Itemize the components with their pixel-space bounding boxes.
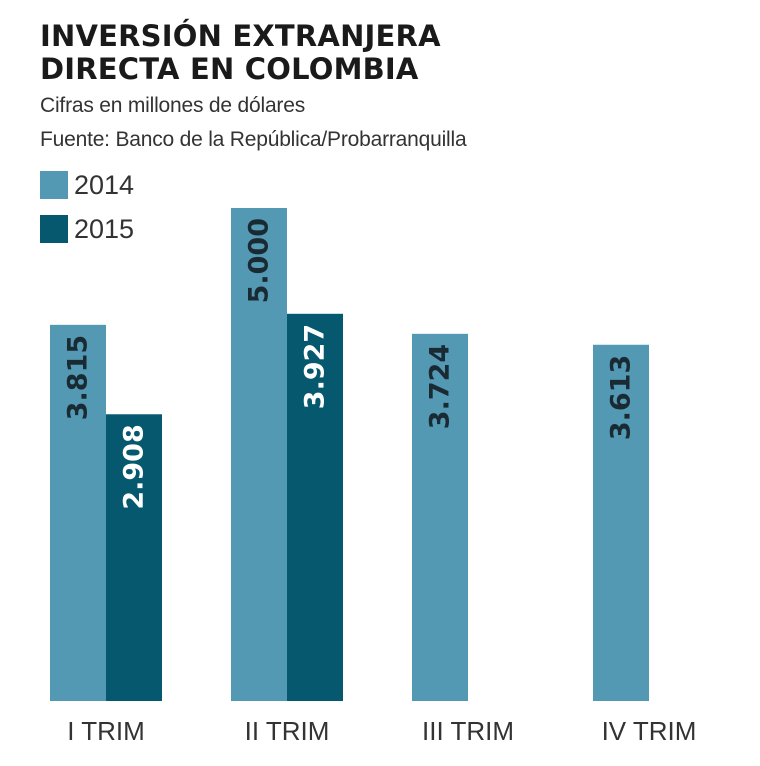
category-label-iii-trim: III TRIM [422,716,514,746]
bar-2014-iv-trim [593,344,649,701]
legend: 2014 2015 [40,170,134,258]
data-label-2015-ii-trim: 3.927 [300,324,331,409]
legend-swatch-2015 [40,215,68,243]
category-label-iv-trim: IV TRIM [602,716,697,746]
legend-item-2014: 2014 [40,170,134,200]
data-label-2014-ii-trim: 5.000 [244,218,275,303]
chart-title-line-1: INVERSIÓN EXTRANJERA [40,19,441,53]
category-label-i-trim: I TRIM [67,716,145,746]
legend-label-2014: 2014 [74,169,135,200]
data-label-2014-i-trim: 3.815 [63,335,94,420]
bar-2014-ii-trim [231,208,287,701]
bar-2015-i-trim [106,414,162,701]
bar-2014-iii-trim [412,333,468,701]
category-label-ii-trim: II TRIM [245,716,330,746]
legend-swatch-2014 [40,171,68,199]
data-label-2014-iii-trim: 3.724 [425,344,456,429]
legend-label-2015: 2015 [74,213,135,244]
chart-source: Fuente: Banco de la República/Probarranq… [40,128,467,151]
data-label-2014-iv-trim: 3.613 [606,355,637,440]
bar-2015-ii-trim [287,313,343,701]
bar-2014-i-trim [50,324,106,701]
chart-title: INVERSIÓN EXTRANJERA DIRECTA EN COLOMBIA [40,20,441,86]
chart-subtitle: Cifras en millones de dólares [40,94,305,117]
chart-title-line-2: DIRECTA EN COLOMBIA [40,52,419,86]
legend-item-2015: 2015 [40,214,134,244]
data-label-2015-i-trim: 2.908 [119,424,150,509]
